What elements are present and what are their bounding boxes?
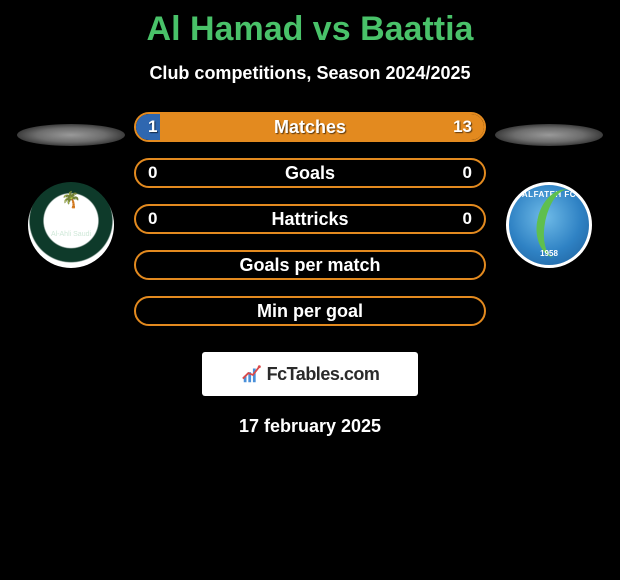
subtitle: Club competitions, Season 2024/2025 — [0, 63, 620, 84]
player-shadow-left — [17, 124, 125, 146]
left-side: 🌴 Al-Ahli Saudi — [8, 112, 134, 268]
right-side: ALFATEH FC 1958 — [486, 112, 612, 268]
stat-label: Goals per match — [239, 255, 380, 276]
palm-icon: 🌴 — [61, 190, 81, 210]
stat-left-value: 0 — [148, 209, 157, 229]
page-title: Al Hamad vs Baattia — [0, 0, 620, 49]
crest-right-bottom: 1958 — [540, 249, 558, 258]
player-shadow-right — [495, 124, 603, 146]
stat-row: 1 Matches 13 — [134, 112, 486, 142]
date-label: 17 february 2025 — [0, 416, 620, 437]
stat-right-value: 13 — [453, 117, 472, 137]
stat-row: Min per goal — [134, 296, 486, 326]
stat-label: Goals — [285, 163, 335, 184]
stat-row: 0 Hattricks 0 — [134, 204, 486, 234]
stat-row: 0 Goals 0 — [134, 158, 486, 188]
stats-column: 1 Matches 13 0 Goals 0 0 Hattricks 0 Goals per ma… — [134, 112, 486, 326]
club-crest-right: ALFATEH FC 1958 — [506, 182, 592, 268]
stat-label: Min per goal — [257, 301, 363, 322]
crest-left-label: Al-Ahli Saudi — [28, 231, 114, 238]
stat-row: Goals per match — [134, 250, 486, 280]
chart-icon — [241, 363, 263, 385]
stat-label: Matches — [274, 117, 346, 138]
stat-left-value: 1 — [148, 117, 157, 137]
stat-label: Hattricks — [271, 209, 348, 230]
source-text: FcTables.com — [267, 364, 380, 385]
main-row: 🌴 Al-Ahli Saudi 1 Matches 13 0 Goals 0 0 Hattri… — [0, 112, 620, 326]
stat-left-value: 0 — [148, 163, 157, 183]
stat-right-value: 0 — [463, 163, 472, 183]
source-badge: FcTables.com — [202, 352, 418, 396]
club-crest-left: 🌴 Al-Ahli Saudi — [28, 182, 114, 268]
infographic-container: Al Hamad vs Baattia Club competitions, S… — [0, 0, 620, 580]
stat-right-value: 0 — [463, 209, 472, 229]
